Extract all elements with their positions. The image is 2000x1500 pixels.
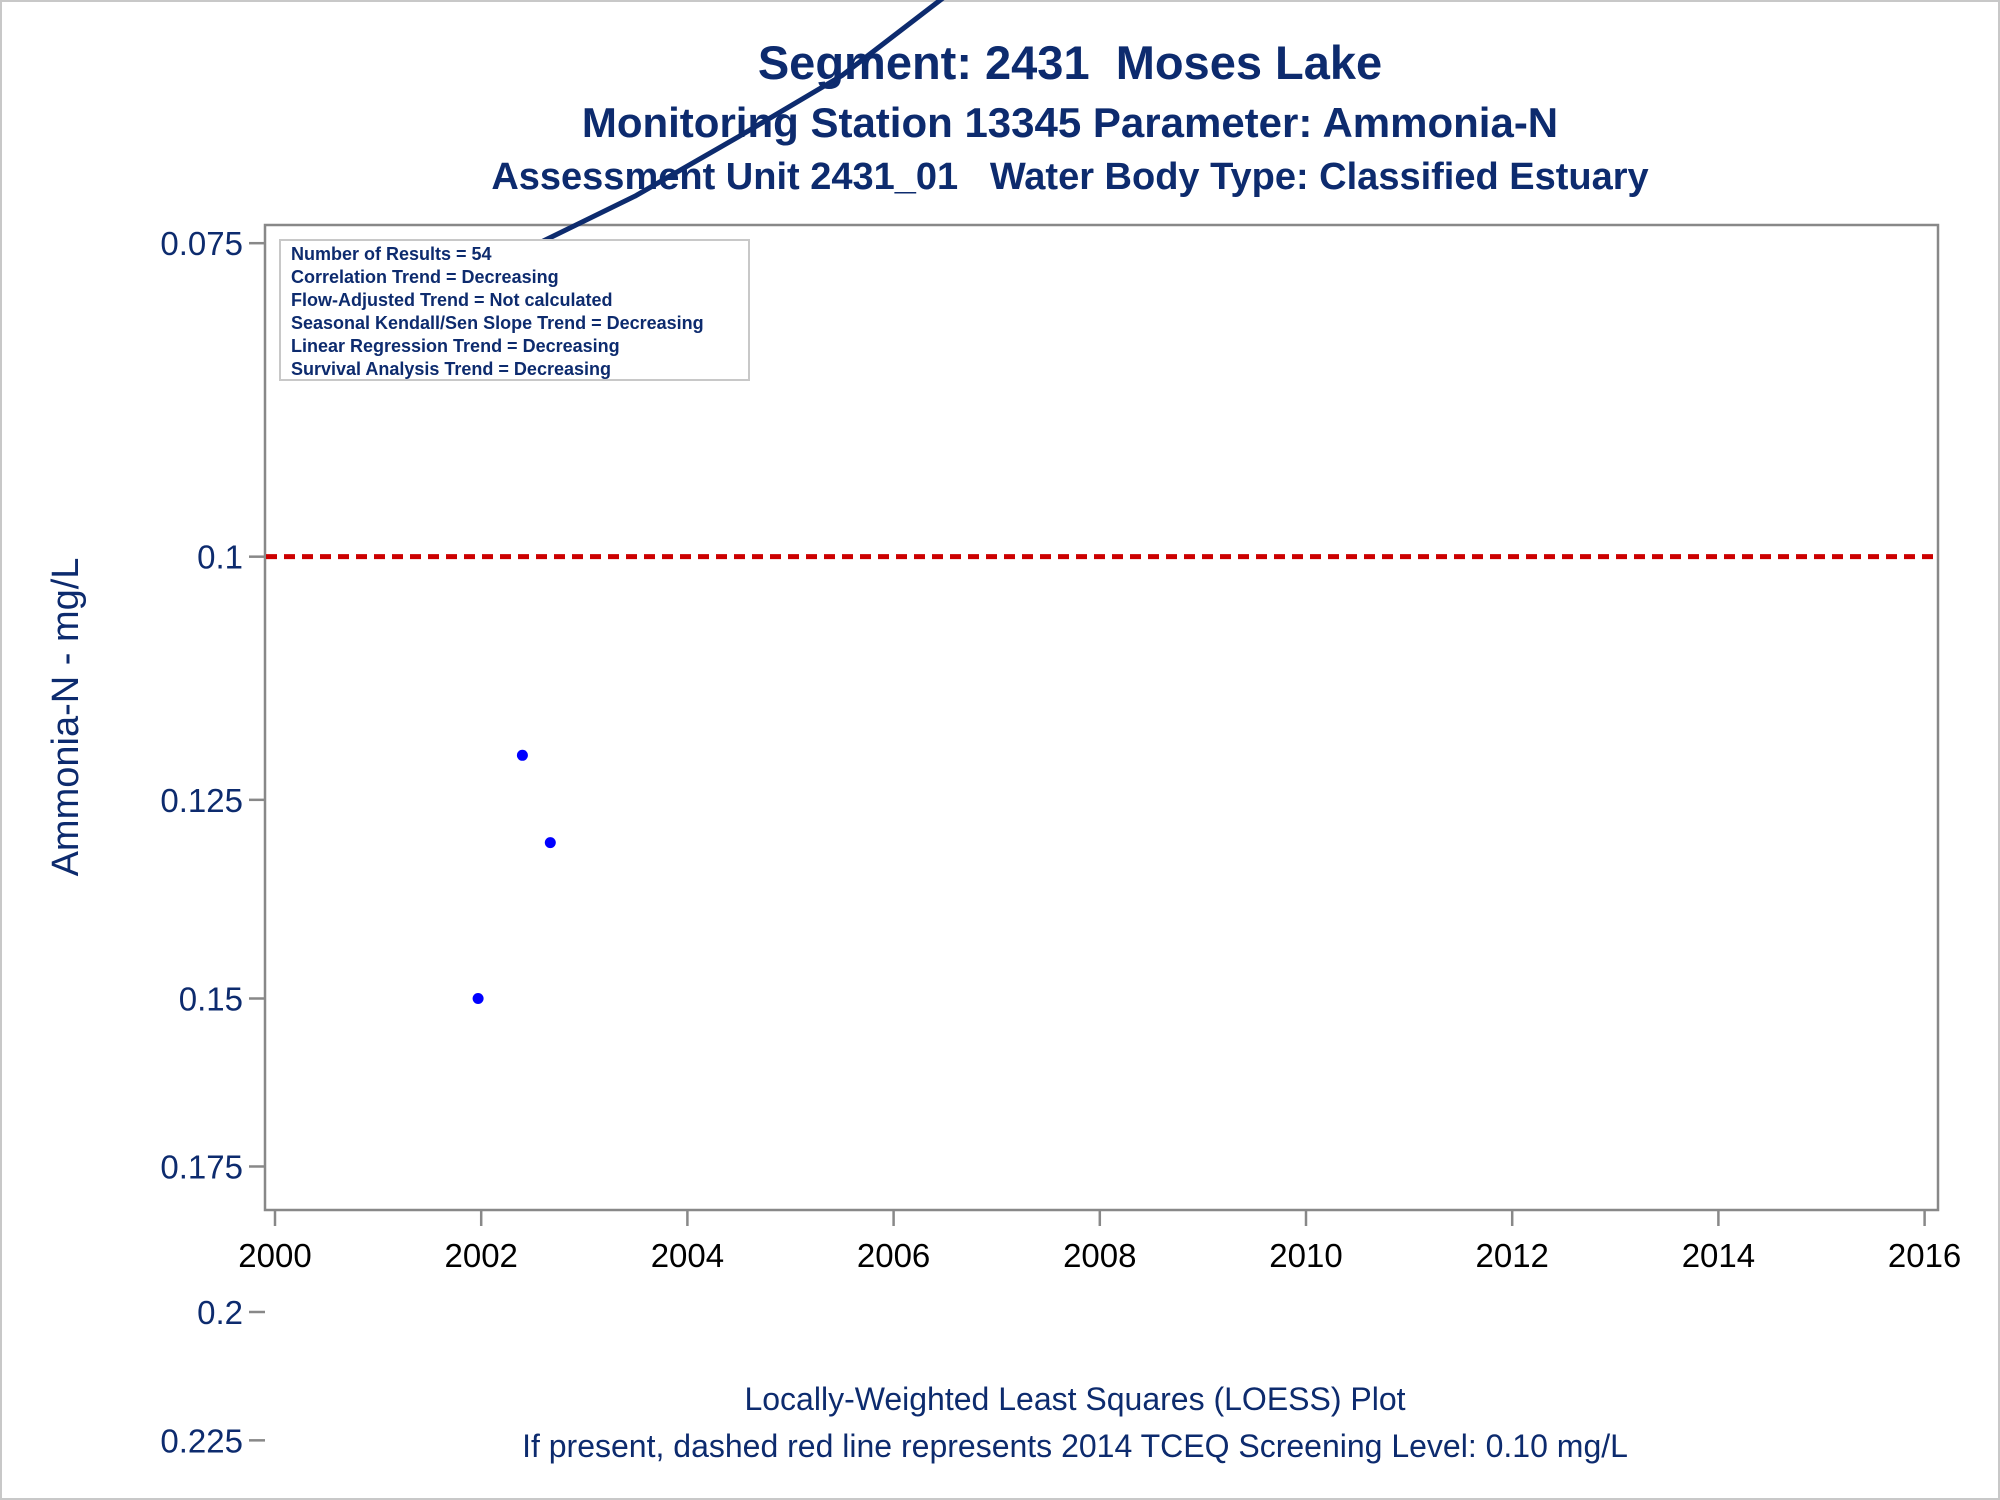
y-tick-label: 0.075 — [160, 225, 243, 262]
x-tick-label: 2000 — [238, 1237, 311, 1274]
x-tick-label: 2002 — [444, 1237, 517, 1274]
chart-subtitle-2: Assessment Unit 2431_01 Water Body Type:… — [491, 156, 1649, 198]
data-point — [516, 749, 528, 761]
y-tick-label: 0.2 — [197, 1294, 243, 1331]
loess-curve — [338, 0, 945, 330]
x-axis: 2000 2002 2004 2006 2008 2010 2012 2014 2016 — [238, 1210, 1961, 1274]
y-tick-label: 0.225 — [160, 1422, 243, 1459]
stats-line-results: Number of Results = 54 — [291, 244, 492, 264]
x-tick-label: 2004 — [651, 1237, 724, 1274]
x-tick-label: 2010 — [1269, 1237, 1342, 1274]
x-tick-label: 2012 — [1475, 1237, 1548, 1274]
x-tick-label: 2008 — [1063, 1237, 1136, 1274]
y-axis-label: Ammonia-N - mg/L — [45, 558, 87, 877]
stats-box: Number of Results = 54 Correlation Trend… — [279, 239, 750, 381]
stats-line-survival: Survival Analysis Trend = Decreasing — [291, 359, 611, 379]
data-points — [472, 749, 556, 1004]
x-tick-label: 2006 — [857, 1237, 930, 1274]
y-tick-label: 0.175 — [160, 1148, 243, 1185]
chart-subtitle: Monitoring Station 13345 Parameter: Ammo… — [581, 99, 1559, 146]
y-tick-label: 0.15 — [179, 981, 243, 1018]
data-point — [544, 837, 556, 849]
chart-title: Segment: 2431 Moses Lake — [757, 36, 1383, 89]
y-tick-label: 0.1 — [197, 539, 243, 576]
y-tick-label: 0.125 — [160, 782, 243, 819]
x-tick-label: 2014 — [1682, 1237, 1755, 1274]
stats-line-correlation: Correlation Trend = Decreasing — [291, 267, 559, 287]
x-tick-label: 2016 — [1888, 1237, 1961, 1274]
plot-area-border — [263, 223, 1940, 1212]
data-point — [472, 993, 484, 1004]
stats-box-border — [279, 239, 750, 381]
stats-line-linear-regression: Linear Regression Trend = Decreasing — [291, 336, 620, 356]
stats-line-seasonal-kendall: Seasonal Kendall/Sen Slope Trend = Decre… — [291, 313, 704, 333]
footnote-screening-level: If present, dashed red line represents 2… — [522, 1428, 1628, 1464]
footnote-loess: Locally-Weighted Least Squares (LOESS) P… — [744, 1381, 1406, 1417]
stats-line-flow-adjusted: Flow-Adjusted Trend = Not calculated — [291, 290, 613, 310]
